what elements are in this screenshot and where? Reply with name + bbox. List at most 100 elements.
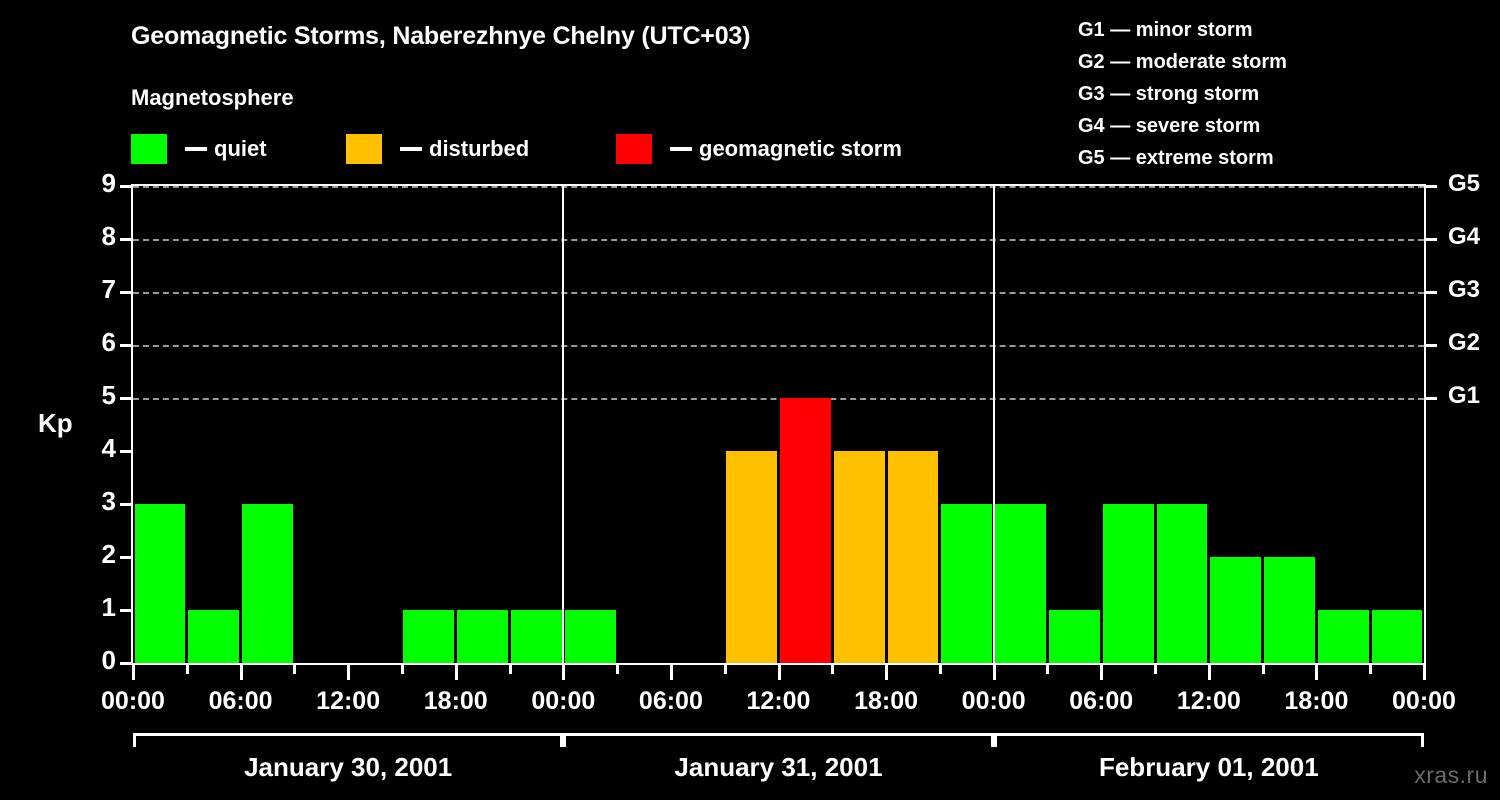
x-tick-label-0: 00:00 [101,687,165,715]
storm-swatch [616,134,652,164]
x-tick-1 [185,665,189,674]
legend-dash-icon [670,147,692,151]
legend-label: geomagnetic storm [699,136,902,161]
x-tick-14 [885,665,889,680]
plot-inner [133,186,1424,663]
x-tick-21 [1261,665,1265,674]
bar-kp [403,610,455,663]
chart-subtitle: Magnetosphere [131,85,294,110]
y-tick-label-5: 5 [101,380,116,410]
g-scale-legend-row-5: G5 — extreme storm [1078,147,1274,169]
page-title: Geomagnetic Storms, Naberezhnye Chelny (… [131,22,751,50]
x-tick-0 [132,665,135,680]
bar-kp [887,451,939,663]
x-tick-23 [1369,665,1373,674]
y-tick-label-9: 9 [101,168,116,198]
bar-kp [564,610,616,663]
y-tick-label-7: 7 [101,274,116,304]
x-tick-label-11: 18:00 [1284,687,1349,715]
bar-kp [242,504,293,663]
legend-item-1: disturbed [346,132,529,166]
x-tick-label-10: 12:00 [1176,687,1241,715]
y-tick-3 [120,503,131,506]
y-tick-label-1: 1 [101,592,116,622]
date-label-2: February 01, 2001 [1098,752,1319,782]
x-tick-2 [239,665,243,680]
legend-dash-icon [400,147,422,151]
legend-label: disturbed [429,136,530,161]
y-tick-label-6: 6 [101,327,116,357]
x-tick-8 [562,665,566,680]
bar-kp [941,504,993,663]
date-label-1: January 31, 2001 [674,752,883,782]
g-axis-label-G1: G1 [1448,382,1481,409]
y-tick-label-4: 4 [101,433,116,463]
bar-kp [511,610,562,663]
x-tick-10 [669,665,673,680]
quiet-swatch [131,134,167,164]
y-axis-title: Kp [38,408,73,438]
x-tick-label-3: 18:00 [423,687,488,715]
x-tick-label-8: 00:00 [961,687,1026,715]
g-axis-label-G5: G5 [1448,170,1481,197]
bar-kp [134,504,186,663]
day-separator [562,186,565,663]
y-tick-0 [120,662,131,665]
g-tick-G5 [1426,185,1437,188]
x-tick-5 [400,665,404,674]
bar-kp [833,451,885,663]
g-scale-legend: G1 — minor storm G2 — moderate storm G3 — … [1078,14,1287,174]
y-tick-label-2: 2 [101,539,116,569]
x-tick-11 [723,665,727,674]
x-tick-label-2: 12:00 [316,687,381,715]
y-tick-label-8: 8 [101,221,116,251]
g-tick-G1 [1426,397,1437,400]
plot-area [131,184,1426,665]
y-tick-5 [120,397,131,400]
y-tick-9 [120,185,131,188]
x-tick-label-12: 00:00 [1392,687,1456,715]
bar-kp [726,451,777,663]
x-tick-7 [508,665,512,674]
gridline-kp-8 [133,239,1424,241]
bar-kp [1371,610,1423,663]
disturbed-swatch [346,134,382,164]
g-axis-label-G4: G4 [1448,223,1481,250]
x-tick-18 [1100,665,1104,680]
bar-kp [780,398,831,663]
legend-item-0: quiet [131,132,267,166]
g-tick-G2 [1426,344,1437,347]
y-tick-label-0: 0 [101,645,116,675]
g-tick-G3 [1426,291,1437,294]
bar-kp [1102,504,1154,663]
x-tick-9 [616,665,620,674]
bar-kp [1048,610,1100,663]
date-bracket-1 [563,733,994,747]
gridline-kp-7 [133,292,1424,294]
g-scale-legend-row-4: G4 — severe storm [1078,115,1261,137]
x-tick-label-9: 06:00 [1069,687,1134,715]
x-tick-17 [1046,665,1050,674]
g-axis-label-G3: G3 [1448,276,1481,303]
x-tick-label-7: 18:00 [854,687,919,715]
y-tick-8 [120,238,131,241]
bar-kp [1156,504,1208,663]
date-bracket-2 [993,733,1424,747]
date-bracket-0 [133,733,564,747]
day-separator [992,186,995,663]
g-scale-legend-row-2: G2 — moderate storm [1078,51,1287,73]
gridline-kp-5 [133,398,1424,400]
x-tick-15 [938,665,942,674]
x-tick-4 [347,665,351,680]
date-label-0: January 30, 2001 [244,752,453,782]
x-tick-label-6: 12:00 [746,687,811,715]
y-tick-4 [120,450,131,453]
y-tick-7 [120,291,131,294]
y-tick-6 [120,344,131,347]
bar-kp [188,610,240,663]
g-scale-legend-row-3: G3 — strong storm [1078,83,1260,105]
x-tick-label-4: 00:00 [531,687,596,715]
x-tick-19 [1154,665,1158,674]
legend-item-2: geomagnetic storm [616,132,902,166]
